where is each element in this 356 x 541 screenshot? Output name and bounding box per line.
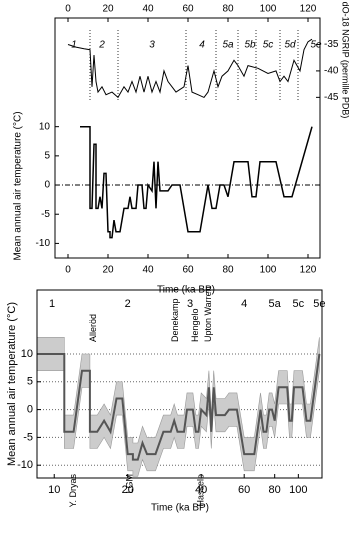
x-tick-label-top: 100 — [260, 4, 277, 15]
uncertainty-band — [36, 337, 320, 477]
annotation: Hasselo — [196, 474, 206, 507]
ngrip-line — [67, 38, 313, 99]
x-tick-label: 60 — [182, 265, 194, 276]
y-tick-label: -10 — [17, 459, 33, 471]
x-tick-label: 100 — [260, 265, 277, 276]
stage-label: 5b — [244, 40, 256, 51]
stage-label: 5d — [284, 40, 296, 51]
stage-label: 1 — [71, 40, 77, 51]
x-tick-label: 120 — [300, 265, 317, 276]
annotation: Denekamp — [170, 298, 180, 342]
x-tick-label: 0 — [65, 265, 71, 276]
stage-label: 5e — [313, 298, 325, 310]
annotation: LGM — [125, 474, 135, 494]
temperature-line — [37, 353, 321, 461]
x-tick-label-top: 0 — [65, 4, 71, 15]
x-tick-label-top: 20 — [102, 4, 114, 15]
y-tick-label: 5 — [27, 376, 33, 388]
y2-tick-label: -40 — [324, 66, 339, 77]
stage-label: 3 — [187, 298, 193, 310]
x-tick-label: 100 — [289, 484, 307, 496]
x-tick-label: 20 — [102, 265, 114, 276]
x-tick-label: 40 — [142, 265, 154, 276]
annotation: Upton Warren — [203, 286, 213, 342]
stage-label: 2 — [125, 298, 131, 310]
stage-label: 4 — [199, 40, 205, 51]
x-tick-label-top: 40 — [142, 4, 154, 15]
x-tick-label: 40 — [195, 484, 207, 496]
x-tick-label: 80 — [269, 484, 281, 496]
annotation: Alleröd — [88, 314, 98, 342]
x-tick-label: 80 — [222, 265, 234, 276]
y-tick-label: 5 — [44, 150, 50, 161]
y2-axis-label: dO-18 NGRIP (permille PDB) — [341, 2, 351, 119]
y-tick-label: 10 — [39, 121, 51, 132]
y-tick-label: -5 — [41, 209, 50, 220]
y2-tick-label: -45 — [324, 92, 339, 103]
y2-tick-label: -35 — [324, 39, 339, 50]
y-tick-label: 0 — [27, 403, 33, 415]
stage-label: 4 — [241, 298, 247, 310]
x-tick-label-top: 60 — [182, 4, 194, 15]
y-tick-label: -10 — [36, 238, 51, 249]
y-tick-label: -5 — [23, 431, 33, 443]
plot-frame — [36, 289, 323, 479]
stage-label: 2 — [98, 40, 105, 51]
x-tick-label-top: 80 — [222, 4, 234, 15]
temperature-line — [80, 125, 313, 239]
stage-label: 5c — [293, 298, 305, 310]
x-tick-label: 20 — [122, 484, 134, 496]
annotation: Y. Dryas — [68, 474, 78, 508]
y-tick-label: 0 — [44, 180, 50, 191]
x-tick-label: 10 — [48, 484, 60, 496]
stage-label: 5e — [310, 40, 322, 51]
stage-label: 1 — [49, 298, 55, 310]
stage-label: 5a — [222, 40, 234, 51]
y-axis-label: Mean annual air temperature (°C) — [6, 302, 18, 466]
x-axis-label: Time (ka BP) — [151, 503, 209, 514]
stage-label: 3 — [149, 40, 155, 51]
stage-label: 5a — [269, 298, 282, 310]
annotation: Hengelo — [190, 308, 200, 342]
y-axis-label: Mean annual air temperature (°C) — [13, 111, 24, 260]
x-tick-label-top: 120 — [300, 4, 317, 15]
stage-label: 5c — [263, 40, 274, 51]
y-tick-label: 10 — [21, 348, 33, 360]
x-tick-label: 60 — [238, 484, 250, 496]
